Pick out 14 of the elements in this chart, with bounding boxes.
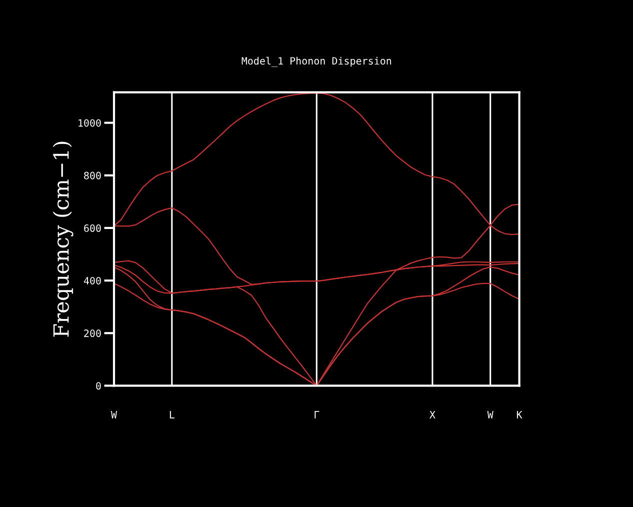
y-axis-title: Frequency (cm−1): [52, 142, 74, 337]
x-tick-label: K: [516, 411, 522, 418]
y-tick-label: 800: [84, 172, 101, 180]
y-tick-label: 0: [96, 382, 101, 390]
y-tick-label: 1000: [78, 119, 101, 127]
y-tick-label: 200: [84, 330, 101, 338]
x-tick-label: Γ: [314, 411, 320, 418]
chart-title: Model_1 Phonon Dispersion: [242, 56, 392, 67]
y-tick-label: 600: [84, 224, 101, 232]
x-tick-label: L: [170, 411, 174, 418]
x-tick-label: X: [430, 411, 436, 418]
y-tick-label: 400: [84, 276, 101, 285]
x-tick-label: W: [110, 411, 118, 418]
x-tick-label: W: [487, 411, 494, 418]
